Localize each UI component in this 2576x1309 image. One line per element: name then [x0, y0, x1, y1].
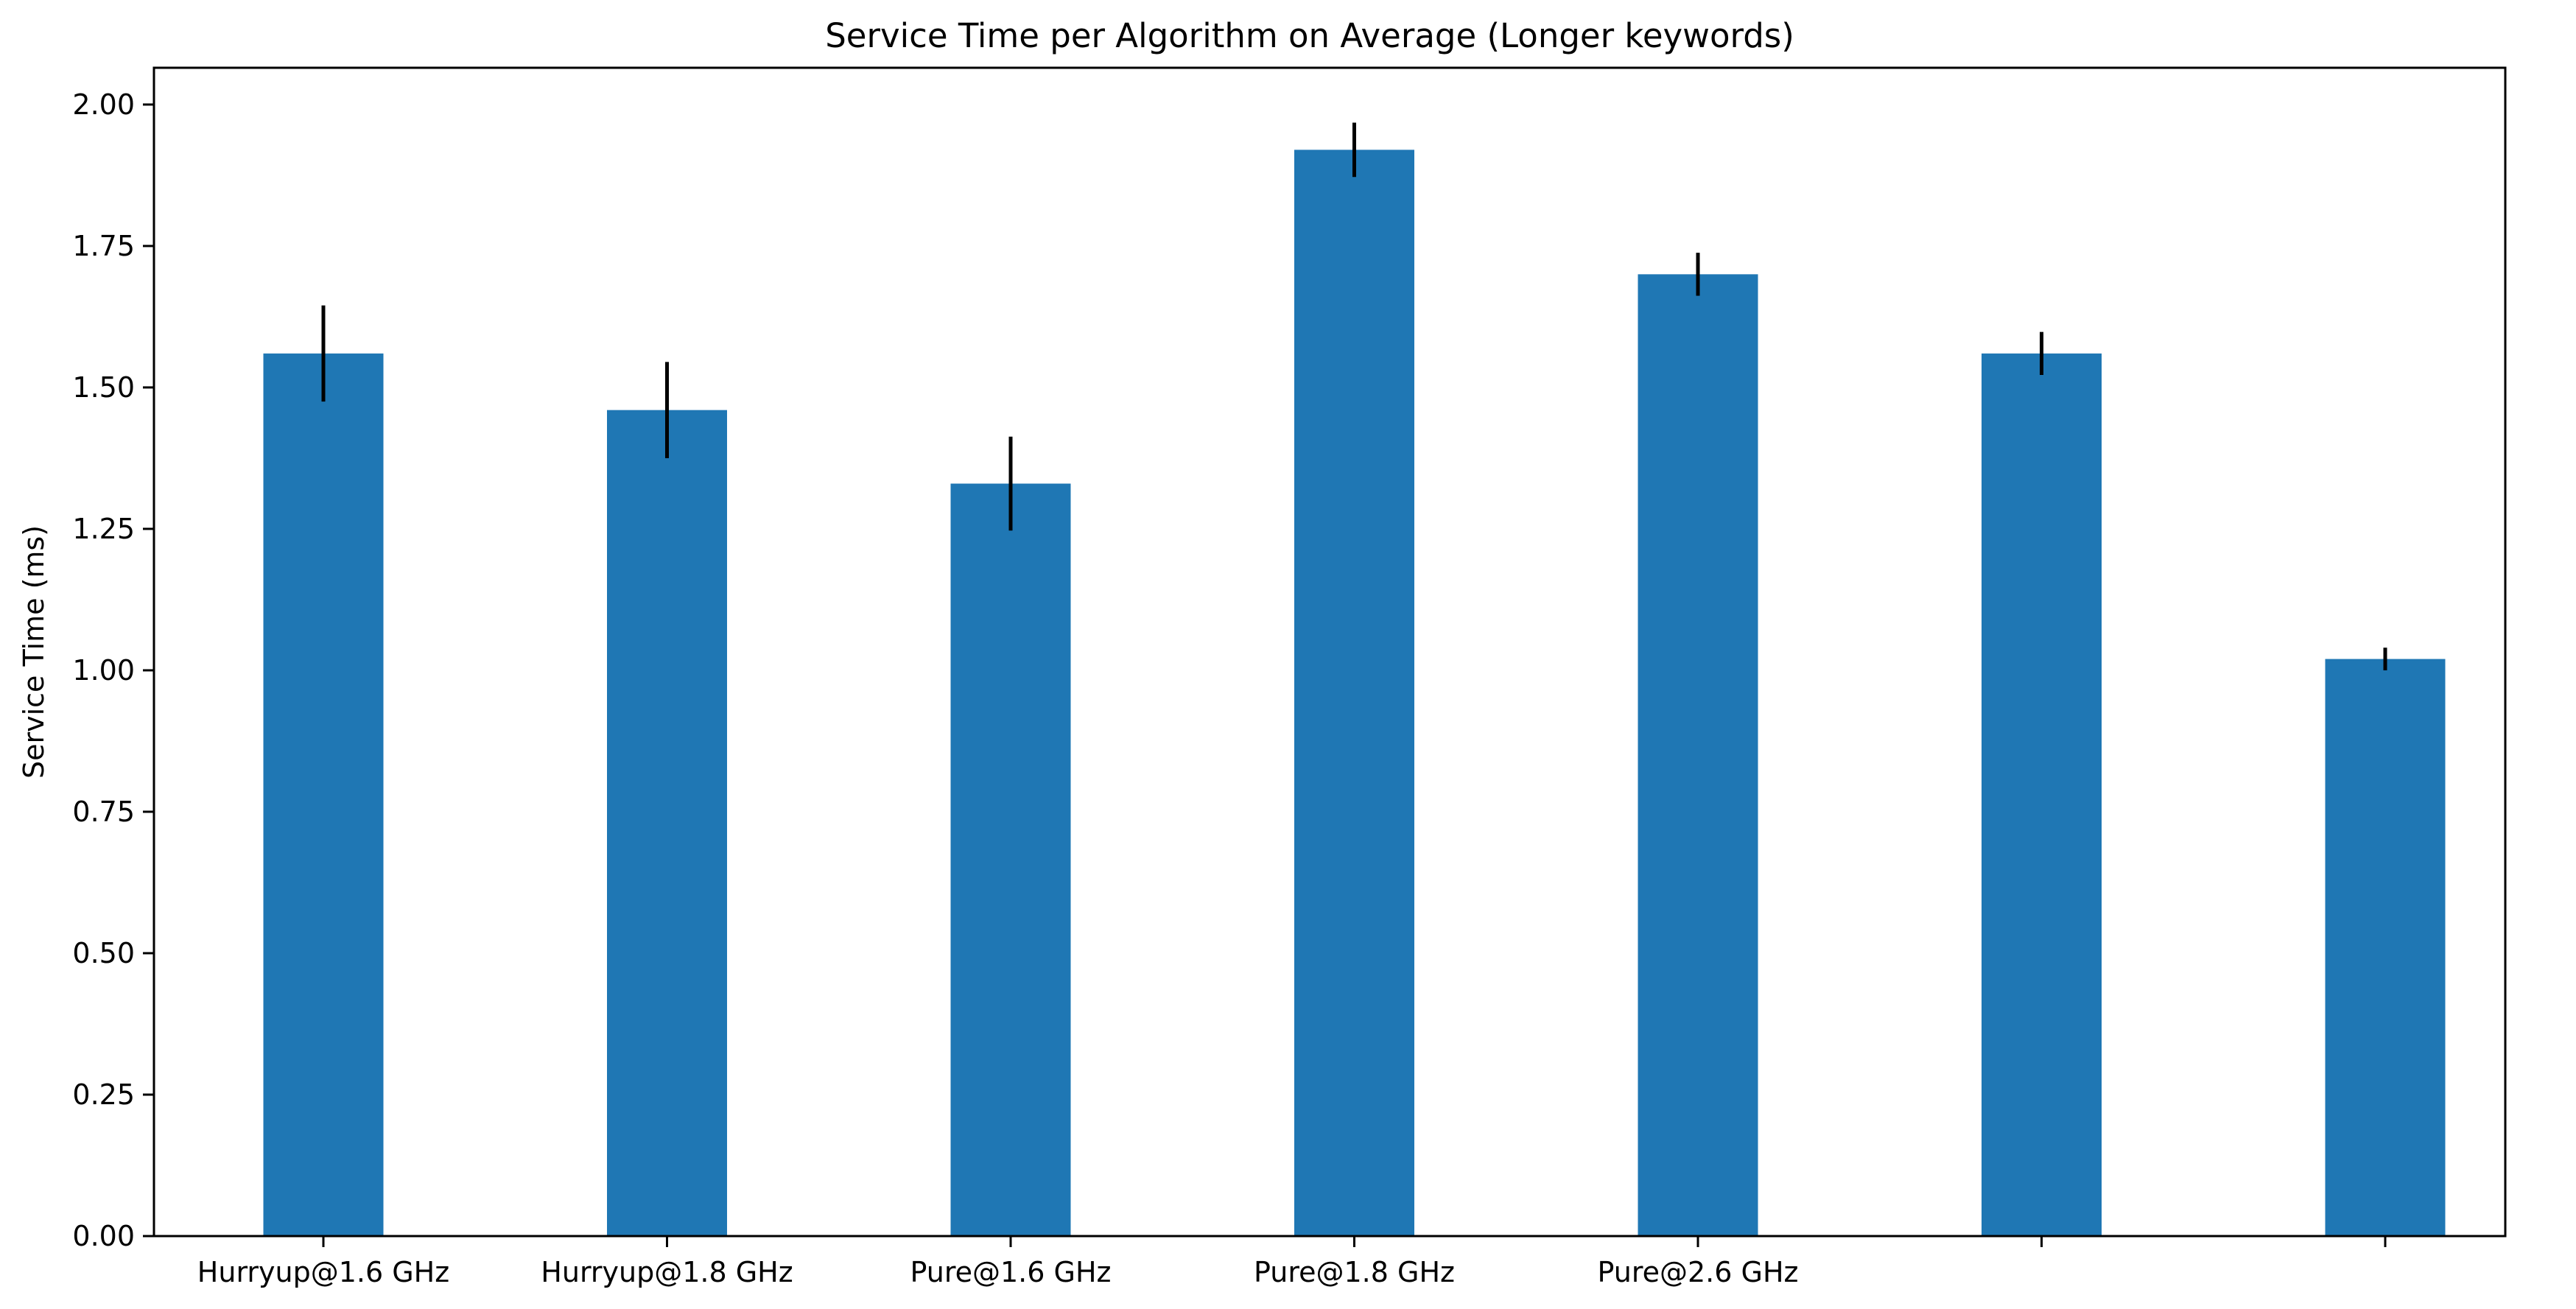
- y-tick-label: 0.00: [72, 1220, 135, 1252]
- y-axis-label: Service Time (ms): [18, 525, 50, 779]
- y-tick-label: 0.75: [72, 796, 135, 828]
- bar: [2325, 659, 2446, 1236]
- error-bars-group: [321, 122, 2387, 670]
- y-tick-label: 0.50: [72, 937, 135, 969]
- x-tick-label: Hurryup@1.6 GHz: [197, 1256, 449, 1288]
- bars-group: [263, 150, 2446, 1237]
- y-axis-ticks: 0.00 0.25 0.50 0.75 1.00 1.25 1.50 1.75 2.00: [72, 88, 154, 1252]
- y-tick-label: 0.25: [72, 1078, 135, 1111]
- bar: [1982, 353, 2102, 1236]
- bar: [1638, 274, 1758, 1237]
- x-tick-label: Pure@2.6 GHz: [1598, 1256, 1799, 1288]
- y-tick-label: 1.75: [72, 230, 135, 262]
- bar: [607, 410, 727, 1236]
- x-tick-label: Pure@1.8 GHz: [1254, 1256, 1455, 1288]
- bar: [263, 353, 384, 1236]
- bar: [950, 483, 1071, 1236]
- x-tick-label: Hurryup@1.8 GHz: [541, 1256, 793, 1288]
- y-tick-label: 2.00: [72, 88, 135, 121]
- plot-frame: [152, 66, 2507, 1238]
- chart-title: Service Time per Algorithm on Average (L…: [825, 16, 1794, 55]
- bar: [1294, 150, 1414, 1237]
- x-tick-label: Pure@1.6 GHz: [910, 1256, 1112, 1288]
- x-axis-ticks: Hurryup@1.6 GHz Hurryup@1.8 GHz Pure@1.6 G…: [197, 1236, 2387, 1288]
- y-tick-label: 1.50: [72, 371, 135, 404]
- y-tick-label: 1.00: [72, 654, 135, 687]
- y-tick-label: 1.25: [72, 513, 135, 545]
